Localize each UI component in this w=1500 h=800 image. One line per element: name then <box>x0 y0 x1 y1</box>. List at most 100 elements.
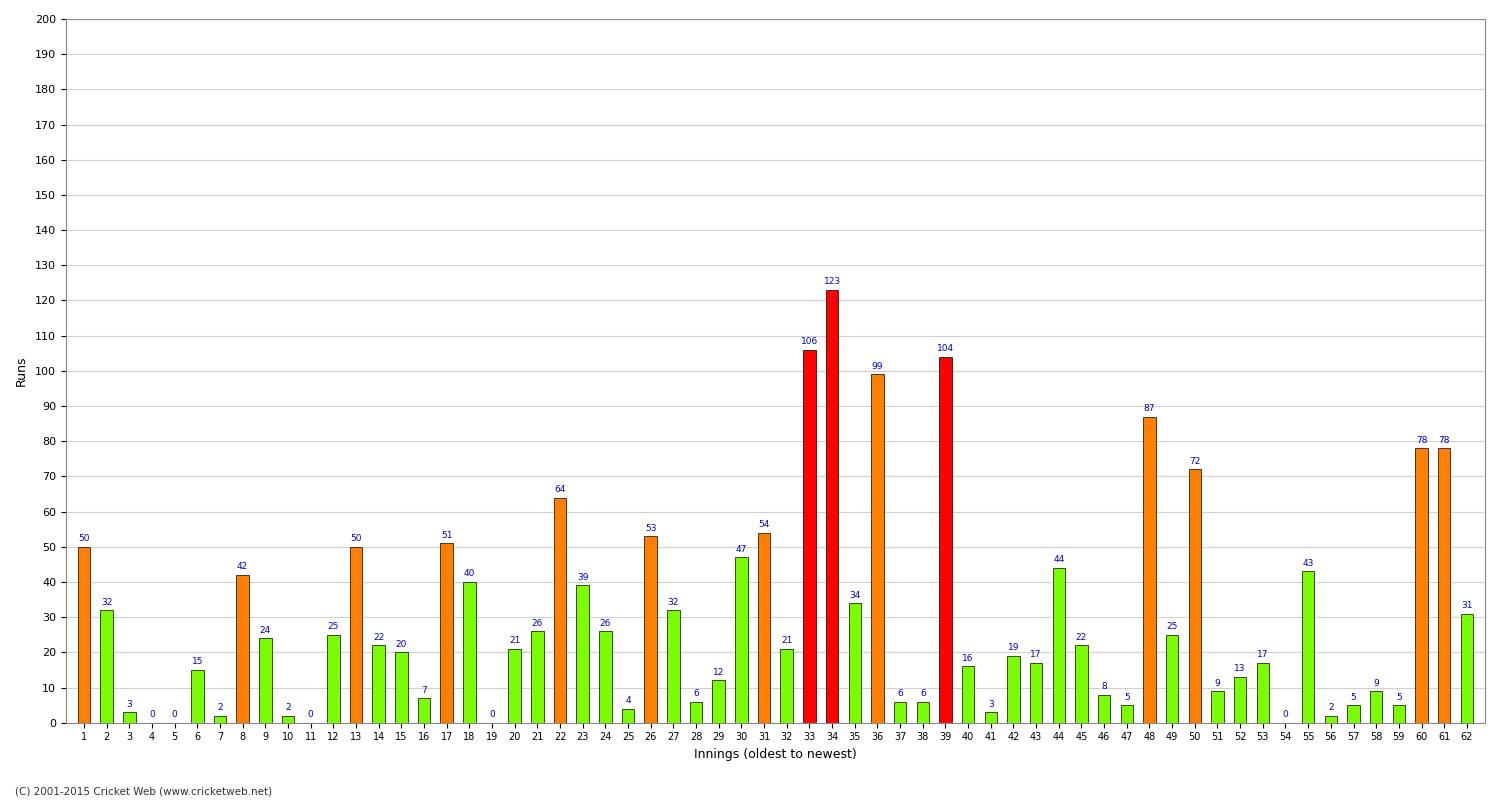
Text: 16: 16 <box>963 654 974 663</box>
Bar <box>190 670 204 722</box>
Bar <box>802 350 816 722</box>
Bar <box>1347 705 1359 722</box>
Bar <box>1392 705 1406 722</box>
Text: 50: 50 <box>350 534 361 543</box>
Bar <box>441 543 453 722</box>
Bar <box>622 709 634 722</box>
Bar <box>1416 448 1428 722</box>
Text: 32: 32 <box>668 598 680 606</box>
Text: 47: 47 <box>735 545 747 554</box>
Text: 13: 13 <box>1234 665 1246 674</box>
Text: 26: 26 <box>531 618 543 628</box>
Text: 21: 21 <box>509 636 520 646</box>
Bar <box>758 533 771 722</box>
Bar <box>849 603 861 722</box>
Text: 22: 22 <box>374 633 384 642</box>
Text: 19: 19 <box>1008 643 1019 652</box>
Bar <box>1461 614 1473 722</box>
Text: 51: 51 <box>441 530 453 540</box>
Text: 78: 78 <box>1438 436 1450 445</box>
Bar <box>282 716 294 722</box>
Bar <box>916 702 928 722</box>
Text: 2: 2 <box>1328 703 1334 712</box>
Text: 42: 42 <box>237 562 249 571</box>
Text: 2: 2 <box>285 703 291 712</box>
Text: 6: 6 <box>897 689 903 698</box>
Bar <box>509 649 520 722</box>
Bar <box>1007 656 1020 722</box>
Bar <box>213 716 226 722</box>
Text: 54: 54 <box>759 520 770 529</box>
Bar <box>327 634 339 722</box>
Text: 0: 0 <box>308 710 314 719</box>
Bar <box>712 681 724 722</box>
Text: 5: 5 <box>1350 693 1356 702</box>
X-axis label: Innings (oldest to newest): Innings (oldest to newest) <box>694 748 856 761</box>
Text: 24: 24 <box>260 626 272 634</box>
Bar <box>1188 470 1202 722</box>
Text: 31: 31 <box>1461 601 1473 610</box>
Bar <box>372 646 386 722</box>
Text: 22: 22 <box>1076 633 1088 642</box>
Text: 64: 64 <box>555 485 566 494</box>
Text: 40: 40 <box>464 570 476 578</box>
Bar <box>394 652 408 722</box>
Text: (C) 2001-2015 Cricket Web (www.cricketweb.net): (C) 2001-2015 Cricket Web (www.cricketwe… <box>15 786 272 796</box>
Text: 5: 5 <box>1396 693 1401 702</box>
Bar <box>1166 634 1179 722</box>
Bar <box>260 638 272 722</box>
Text: 12: 12 <box>712 668 724 677</box>
Bar <box>598 631 612 722</box>
Bar <box>419 698 430 722</box>
Text: 4: 4 <box>626 696 632 705</box>
Text: 34: 34 <box>849 590 861 599</box>
Text: 6: 6 <box>920 689 926 698</box>
Bar <box>1030 663 1042 722</box>
Bar <box>939 357 951 722</box>
Bar <box>554 498 567 722</box>
Bar <box>464 582 476 722</box>
Bar <box>668 610 680 722</box>
Text: 26: 26 <box>600 618 610 628</box>
Bar <box>984 712 998 722</box>
Bar <box>962 666 975 722</box>
Bar <box>100 610 112 722</box>
Text: 3: 3 <box>126 700 132 709</box>
Text: 3: 3 <box>988 700 993 709</box>
Bar <box>1370 691 1383 722</box>
Bar <box>531 631 543 722</box>
Text: 87: 87 <box>1143 404 1155 413</box>
Bar <box>350 546 361 722</box>
Bar <box>894 702 906 722</box>
Bar <box>1098 694 1110 722</box>
Text: 0: 0 <box>148 710 154 719</box>
Bar <box>645 536 657 722</box>
Text: 9: 9 <box>1374 678 1378 687</box>
Text: 15: 15 <box>192 658 202 666</box>
Bar <box>1120 705 1132 722</box>
Text: 50: 50 <box>78 534 90 543</box>
Bar <box>237 575 249 722</box>
Y-axis label: Runs: Runs <box>15 356 28 386</box>
Text: 44: 44 <box>1053 555 1065 564</box>
Bar <box>827 290 839 722</box>
Text: 99: 99 <box>871 362 883 371</box>
Bar <box>1076 646 1088 722</box>
Bar <box>1234 677 1246 722</box>
Text: 32: 32 <box>100 598 112 606</box>
Text: 0: 0 <box>489 710 495 719</box>
Text: 25: 25 <box>1167 622 1178 631</box>
Text: 39: 39 <box>578 573 588 582</box>
Bar <box>871 374 883 722</box>
Text: 5: 5 <box>1124 693 1130 702</box>
Bar <box>1257 663 1269 722</box>
Bar <box>780 649 794 722</box>
Text: 25: 25 <box>327 622 339 631</box>
Text: 2: 2 <box>217 703 223 712</box>
Text: 7: 7 <box>422 686 428 694</box>
Bar <box>78 546 90 722</box>
Text: 0: 0 <box>1282 710 1288 719</box>
Bar <box>576 586 590 722</box>
Bar <box>1438 448 1450 722</box>
Text: 8: 8 <box>1101 682 1107 691</box>
